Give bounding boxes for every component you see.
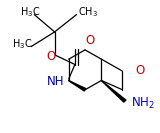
Text: NH$_2$: NH$_2$	[131, 96, 155, 111]
Text: NH: NH	[47, 75, 65, 88]
Text: O: O	[46, 50, 55, 63]
Polygon shape	[101, 81, 126, 102]
Text: O: O	[135, 64, 144, 77]
Text: H$_3$C: H$_3$C	[12, 37, 33, 51]
Text: CH$_3$: CH$_3$	[78, 5, 98, 19]
Text: H$_3$C: H$_3$C	[20, 5, 41, 19]
Text: O: O	[85, 34, 94, 47]
Polygon shape	[69, 81, 86, 91]
